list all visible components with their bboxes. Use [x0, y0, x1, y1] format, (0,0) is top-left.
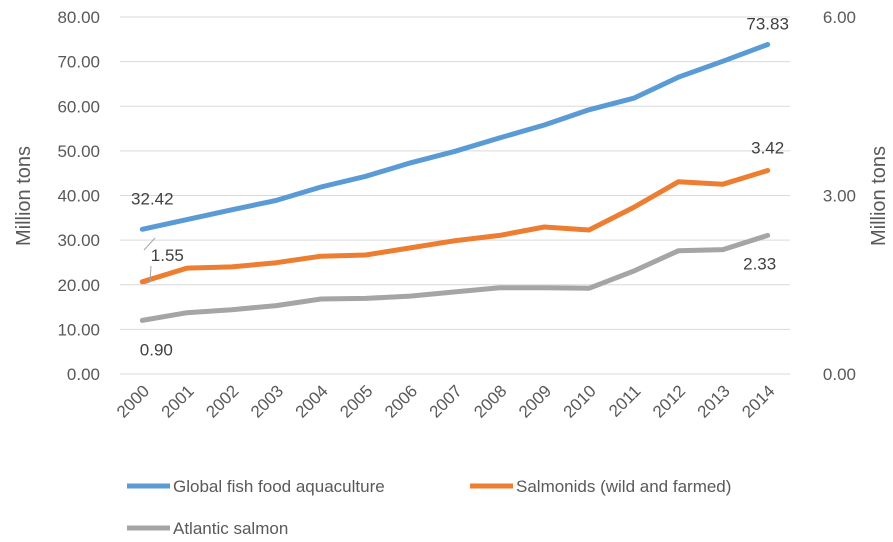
x-tick-label: 2013: [694, 381, 734, 421]
legend-label: Global fish food aquaculture: [173, 477, 385, 496]
legend-item-global-aquaculture: Global fish food aquaculture: [127, 477, 385, 496]
x-tick-label: 2002: [202, 381, 242, 421]
left-axis-ticks: 0.00 10.00 20.00 30.00 40.00 50.00 60.00 70.00 8…: [57, 8, 100, 384]
right-tick-label: 0.00: [823, 365, 856, 384]
right-axis-title: Million tons: [868, 146, 890, 246]
left-tick-label: 20.00: [57, 276, 100, 295]
left-tick-label: 50.00: [57, 142, 100, 161]
x-tick-label: 2007: [426, 381, 466, 421]
left-tick-label: 40.00: [57, 187, 100, 206]
x-tick-label: 2000: [113, 381, 153, 421]
left-tick-label: 70.00: [57, 53, 100, 72]
data-label: 1.55: [151, 246, 184, 265]
x-tick-label: 2008: [470, 381, 510, 421]
leader-line: [143, 237, 156, 251]
legend-label: Salmonids (wild and farmed): [516, 477, 731, 496]
data-labels: 32.42 73.83 1.55 3.42 0.90 2.33: [131, 15, 789, 360]
x-axis-ticks: 2000 2001 2002 2003 2004 2005 2006 2007 2008 2009…: [113, 381, 779, 421]
right-axis-ticks: 0.00 3.00 6.00: [823, 8, 856, 384]
data-label: 32.42: [131, 189, 174, 208]
legend: Global fish food aquaculture Salmonids (…: [127, 477, 731, 538]
data-label: 2.33: [743, 254, 776, 273]
data-label: 3.42: [751, 139, 784, 158]
left-tick-label: 10.00: [57, 320, 100, 339]
series-line-1: [139, 168, 771, 285]
x-tick-label: 2014: [738, 381, 778, 421]
x-tick-label: 2005: [336, 381, 376, 421]
x-tick-label: 2001: [158, 381, 198, 421]
x-tick-label: 2009: [515, 381, 555, 421]
left-tick-label: 0.00: [67, 365, 100, 384]
left-tick-label: 80.00: [57, 8, 100, 27]
leader-line: [143, 265, 152, 285]
left-tick-label: 30.00: [57, 231, 100, 250]
x-tick-label: 2011: [605, 381, 644, 420]
x-tick-label: 2003: [247, 381, 287, 421]
legend-label: Atlantic salmon: [173, 519, 288, 538]
x-tick-label: 2006: [381, 381, 421, 421]
series-lines: [139, 42, 771, 323]
x-tick-label: 2010: [560, 381, 600, 421]
left-tick-label: 60.00: [57, 97, 100, 116]
x-tick-label: 2004: [292, 381, 332, 421]
data-label: 0.90: [140, 340, 173, 359]
x-tick-label: 2012: [649, 381, 689, 421]
legend-item-salmonids: Salmonids (wild and farmed): [470, 477, 731, 496]
legend-item-atlantic-salmon: Atlantic salmon: [127, 519, 288, 538]
data-label: 73.83: [746, 15, 789, 34]
right-tick-label: 6.00: [823, 8, 856, 27]
left-axis-title: Million tons: [13, 146, 35, 246]
series-line-2: [139, 232, 771, 323]
right-tick-label: 3.00: [823, 187, 856, 206]
series-line-0: [139, 42, 771, 232]
